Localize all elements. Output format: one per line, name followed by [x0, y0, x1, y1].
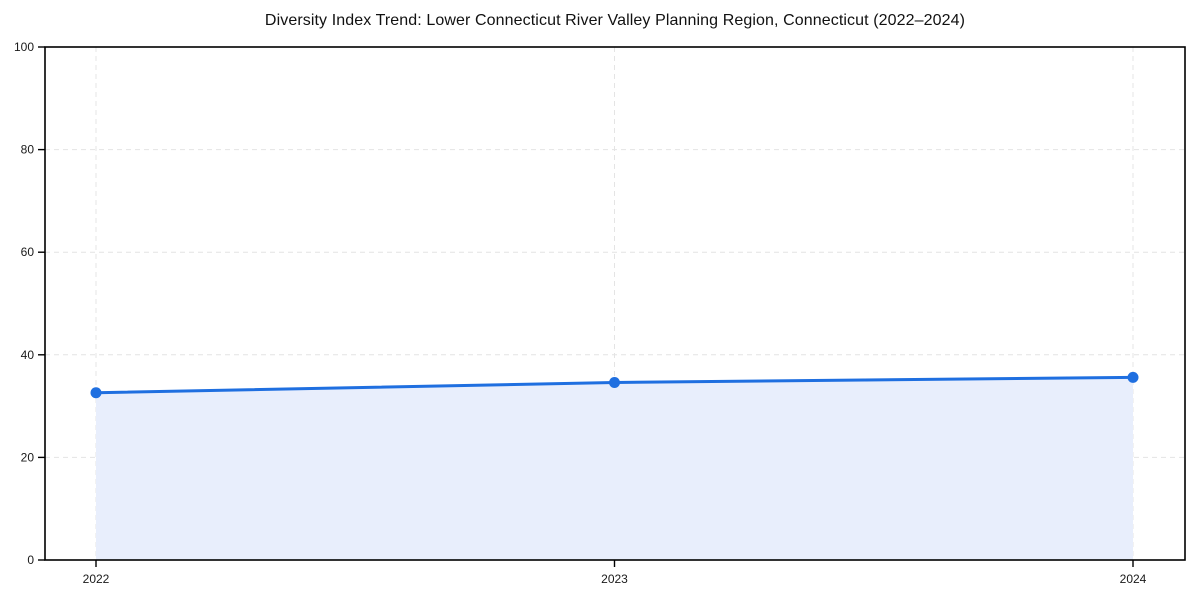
area-fill [96, 377, 1133, 560]
y-tick-label: 0 [27, 553, 34, 567]
data-point-2024 [1127, 371, 1139, 383]
data-point-2023 [609, 377, 620, 389]
x-tick-label: 2024 [1120, 572, 1147, 586]
chart-title: Diversity Index Trend: Lower Connecticut… [264, 12, 966, 29]
x-tick-label: 2023 [601, 572, 628, 586]
y-tick-label: 40 [21, 348, 35, 362]
y-tick-label: 100 [14, 40, 34, 54]
x-tick-label: 2022 [83, 572, 110, 586]
y-tick-label: 60 [21, 245, 35, 259]
data-point-2022 [90, 387, 102, 399]
y-tick-label: 80 [21, 143, 35, 157]
y-tick-label: 20 [21, 450, 35, 464]
